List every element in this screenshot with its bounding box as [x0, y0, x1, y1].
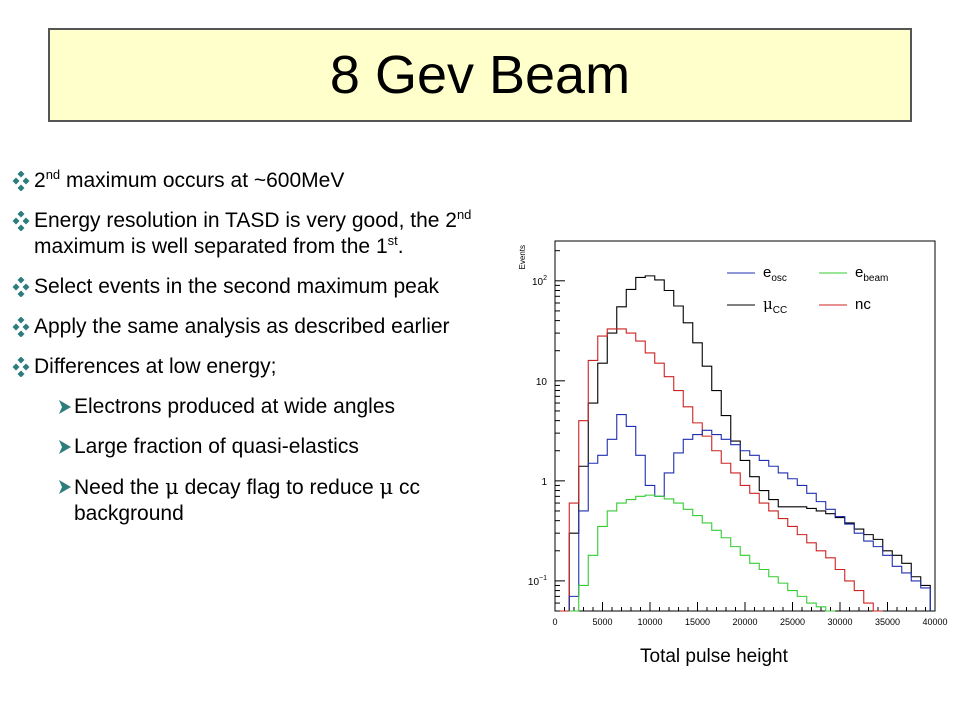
diamond-bullet-icon	[12, 171, 30, 191]
bullet-text: Energy resolution in TASD is very good, …	[34, 209, 457, 232]
bullet-item: Apply the same analysis as described ear…	[10, 314, 498, 340]
diamond-bullet-icon	[12, 317, 30, 337]
x-axis-caption: Total pulse height	[640, 646, 788, 667]
legend-name: nc	[855, 296, 871, 313]
bullet-text: st	[387, 233, 398, 248]
legend-name: μ	[763, 295, 773, 313]
page-title: 8 Gev Beam	[329, 45, 631, 105]
x-tick-label: 20000	[732, 617, 757, 627]
x-tick-label: 0	[552, 617, 557, 627]
arrow-bullet-icon	[59, 480, 71, 494]
bullet-item: Select events in the second maximum peak	[10, 274, 498, 300]
histogram-nc	[559, 328, 883, 612]
y-axis-label: Events	[518, 245, 527, 269]
legend-name: e	[763, 264, 771, 281]
bullet-text: Large fraction of quasi-elastics	[74, 435, 359, 458]
bullet-item: Need the μ decay flag to reduce μ cc bac…	[10, 474, 498, 527]
y-tick-base: 10	[536, 377, 548, 388]
y-tick-label: 10	[536, 377, 548, 388]
x-tick-label: 30000	[827, 617, 852, 627]
y-tick-label: 10−1	[528, 575, 547, 588]
x-tick-label: 40000	[922, 617, 947, 627]
bullet-text: Need the	[74, 476, 166, 499]
bullet-text: nd	[45, 167, 61, 182]
x-tick-label: 25000	[780, 617, 805, 627]
histogram-plot: 0 5000 10000 15000 20000 25000 30000 35000 40000…	[505, 225, 960, 665]
bullet-item: Energy resolution in TASD is very good, …	[10, 208, 498, 260]
x-tick-label: 10000	[637, 617, 662, 627]
diamond-bullet-icon	[12, 277, 30, 297]
histogram-svg: 0 5000 10000 15000 20000 25000 30000 35000 40000…	[518, 240, 948, 627]
y-tick-exponent: −1	[539, 575, 547, 582]
y-tick-label: 102	[532, 275, 547, 288]
bullet-text: Apply the same analysis as described ear…	[34, 315, 450, 338]
legend-label: nc	[855, 296, 871, 313]
bullet-list: 2nd maximum occurs at ~600MeV Energy reso…	[10, 168, 498, 541]
legend-label: μCC	[763, 295, 787, 316]
bullet-text: maximum occurs at ~600MeV	[60, 169, 345, 192]
bullet-text: 2	[34, 169, 46, 192]
x-tick-label: 35000	[875, 617, 900, 627]
histogram-e_beam	[569, 494, 836, 612]
legend-label: ebeam	[855, 264, 888, 284]
bullet-text: μ	[165, 475, 179, 499]
y-tick-label: 1	[541, 477, 547, 488]
bullet-text: Electrons produced at wide angles	[74, 395, 396, 418]
x-tick-label: 15000	[685, 617, 710, 627]
bullet-text: maximum is well separated from the 1	[34, 235, 388, 258]
bullet-item: Large fraction of quasi-elastics	[10, 434, 498, 460]
y-tick-base: 10	[528, 577, 540, 588]
legend-subscript: CC	[773, 305, 787, 316]
diamond-bullet-icon	[12, 211, 30, 231]
title-banner: 8 Gev Beam	[48, 28, 912, 122]
histogram-e_osc	[568, 414, 931, 611]
bullet-text: Select events in the second maximum peak	[34, 275, 440, 298]
legend-label: eosc	[763, 264, 787, 284]
bullet-item: Differences at low energy;	[10, 354, 498, 380]
bullet-text: .	[397, 235, 404, 258]
bullet-text: nd	[456, 207, 472, 222]
arrow-bullet-icon	[59, 400, 71, 414]
bullet-text: decay flag to reduce	[178, 476, 380, 499]
bullet-text: μ	[379, 475, 394, 499]
bullet-item: Electrons produced at wide angles	[10, 394, 498, 420]
legend-subscript: beam	[863, 273, 888, 284]
arrow-bullet-icon	[59, 440, 71, 454]
diamond-bullet-icon	[12, 357, 30, 377]
histogram-mu_cc	[559, 275, 931, 612]
bullet-text: cc background	[74, 476, 421, 525]
y-tick-base: 10	[532, 277, 544, 288]
x-tick-label: 5000	[592, 617, 612, 627]
bullet-item: 2nd maximum occurs at ~600MeV	[10, 168, 498, 194]
legend-name: e	[855, 264, 863, 281]
bullet-text: Differences at low energy;	[34, 355, 277, 378]
legend-subscript: osc	[771, 273, 787, 284]
y-tick-exponent: 2	[543, 275, 547, 282]
y-tick-base: 1	[541, 477, 547, 488]
